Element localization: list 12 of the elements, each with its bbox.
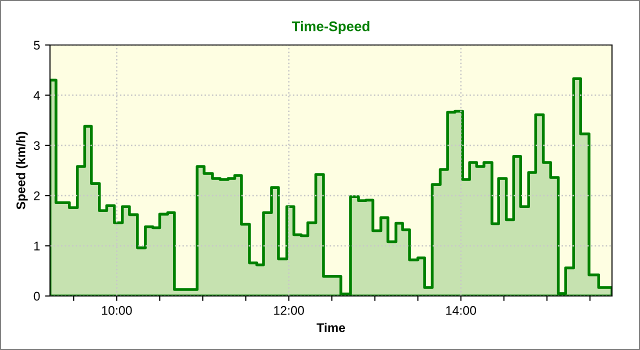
y-tick-label: 4 bbox=[34, 91, 40, 100]
y-tick-label: 0 bbox=[34, 292, 40, 301]
chart-title: Time-Speed bbox=[292, 21, 370, 34]
y-tick-label: 3 bbox=[34, 141, 40, 150]
y-tick-label: 5 bbox=[34, 40, 40, 50]
y-tick-label: 2 bbox=[34, 191, 40, 200]
y-axis-title: Speed (km/h) bbox=[16, 132, 28, 210]
x-axis-title: Time bbox=[316, 322, 346, 332]
y-tick-label: 1 bbox=[34, 242, 40, 250]
x-tick-label: 10:00 bbox=[102, 306, 132, 315]
x-tick-label: 12:00 bbox=[274, 306, 304, 315]
x-tick-label: 14:00 bbox=[446, 306, 476, 315]
